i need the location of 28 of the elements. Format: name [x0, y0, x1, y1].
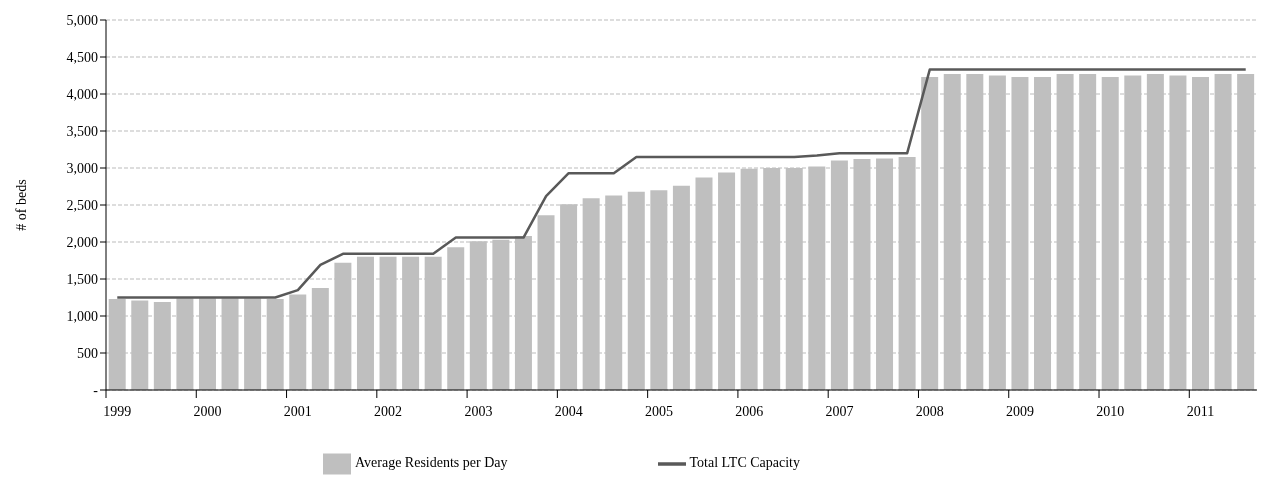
- x-tick-label: 2004: [554, 404, 583, 419]
- x-tick-label: 2011: [1186, 404, 1215, 419]
- legend-label: Average Residents per Day: [354, 455, 508, 471]
- x-tick-label: 2005: [644, 404, 673, 419]
- legend-label: Total LTC Capacity: [689, 455, 800, 471]
- x-tick-label: 2003: [464, 404, 493, 419]
- y-tick-label: 2,000: [66, 234, 98, 250]
- x-tick-label: 2008: [915, 404, 944, 419]
- x-tick-label: 2000: [193, 404, 222, 419]
- y-tick-label: 3,000: [66, 160, 98, 176]
- y-tick-label: 3,500: [66, 123, 98, 139]
- y-tick-label: 4,500: [66, 49, 98, 65]
- y-tick-label: 1,500: [66, 271, 98, 287]
- x-tick-label: 2006: [735, 404, 764, 419]
- line-series: [116, 68, 1247, 299]
- x-tick-label: 1999: [103, 404, 132, 419]
- y-axis-title: # of beds: [13, 179, 29, 231]
- y-tick-label: 5,000: [66, 12, 98, 28]
- x-tick-label: 2009: [1006, 404, 1035, 419]
- y-tick-label: 2,500: [66, 197, 98, 213]
- x-tick-label: 2007: [825, 404, 854, 419]
- y-tick-label: -: [93, 382, 99, 398]
- y-tick-label: 500: [77, 345, 98, 361]
- y-tick-label: 1,000: [66, 308, 98, 324]
- x-tick-label: 2002: [374, 404, 403, 419]
- x-tick-label: 2001: [283, 404, 312, 419]
- y-tick-label: 4,000: [66, 86, 98, 102]
- x-tick-label: 2010: [1096, 404, 1125, 419]
